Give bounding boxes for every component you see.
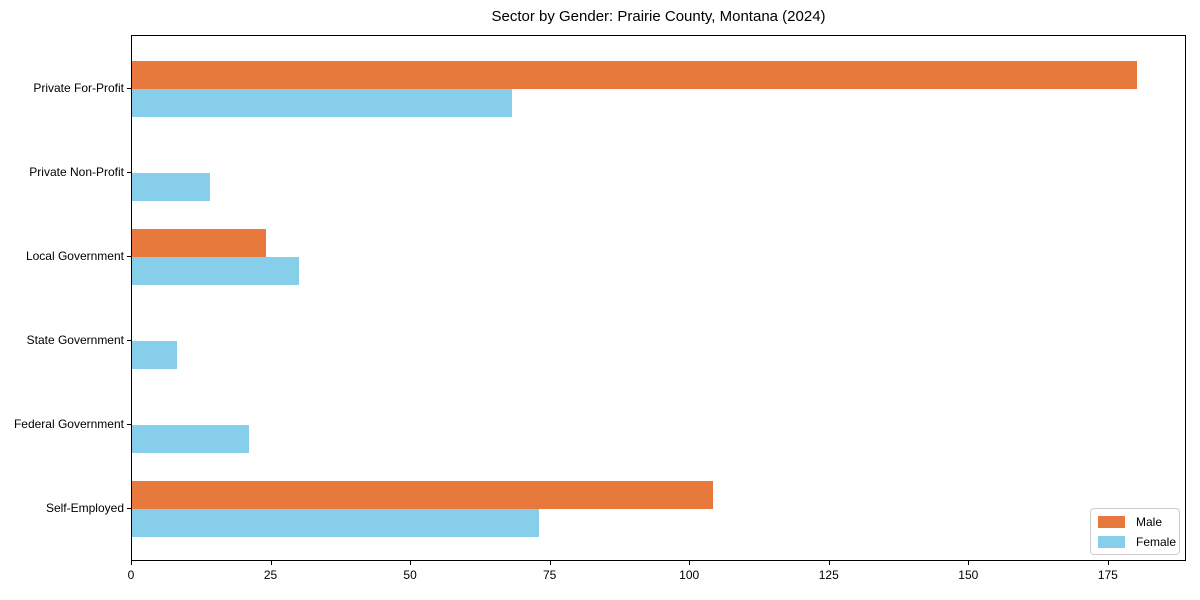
- plot-area: [131, 35, 1186, 561]
- x-tick-mark: [410, 561, 412, 565]
- bar-federal-government-female: [132, 425, 250, 453]
- x-tick-mark: [968, 561, 970, 565]
- y-tick-mark: [127, 88, 131, 89]
- bar-self-employed-male: [132, 481, 713, 509]
- y-tick-label-private-non-profit: Private Non-Profit: [29, 165, 124, 179]
- x-tick-label-125: 125: [818, 568, 839, 582]
- y-tick-label-state-government: State Government: [26, 333, 124, 347]
- x-tick-mark: [689, 561, 691, 565]
- x-tick-mark: [549, 561, 551, 565]
- legend-item-male: Male: [1098, 514, 1172, 529]
- legend: Male Female: [1090, 508, 1180, 555]
- x-tick-label-150: 150: [958, 568, 979, 582]
- x-tick-label-100: 100: [679, 568, 700, 582]
- bar-local-government-male: [132, 229, 266, 257]
- x-tick-mark: [270, 561, 272, 565]
- y-tick-label-federal-government: Federal Government: [13, 417, 124, 431]
- chart-title: Sector by Gender: Prairie County, Montan…: [491, 8, 826, 25]
- x-tick-label-0: 0: [127, 568, 135, 582]
- legend-swatch-male: [1098, 515, 1125, 528]
- y-tick-mark: [127, 424, 131, 425]
- bar-private-non-profit-female: [132, 173, 211, 201]
- y-tick-mark: [127, 172, 131, 173]
- y-tick-label-self-employed: Self-Employed: [45, 501, 124, 515]
- y-tick-mark: [127, 508, 131, 509]
- y-tick-label-local-government: Local Government: [25, 249, 124, 263]
- x-tick-label-50: 50: [403, 568, 417, 582]
- x-tick-mark: [131, 561, 132, 565]
- y-tick-label-private-for-profit: Private For-Profit: [33, 81, 124, 95]
- bar-private-for-profit-female: [132, 89, 512, 117]
- bar-private-for-profit-male: [132, 61, 1137, 89]
- y-tick-mark: [127, 340, 131, 341]
- y-tick-mark: [127, 256, 131, 257]
- x-tick-label-175: 175: [1097, 568, 1118, 582]
- legend-swatch-female: [1098, 535, 1125, 548]
- bar-state-government-female: [132, 341, 177, 369]
- legend-label-female: Female: [1136, 534, 1177, 549]
- x-tick-label-75: 75: [542, 568, 557, 582]
- legend-item-female: Female: [1098, 534, 1176, 549]
- x-tick-mark: [828, 561, 830, 565]
- x-tick-label-25: 25: [263, 568, 278, 582]
- legend-label-male: Male: [1136, 514, 1163, 529]
- bar-local-government-female: [132, 257, 300, 285]
- x-tick-mark: [1107, 561, 1109, 565]
- bar-self-employed-female: [132, 509, 540, 537]
